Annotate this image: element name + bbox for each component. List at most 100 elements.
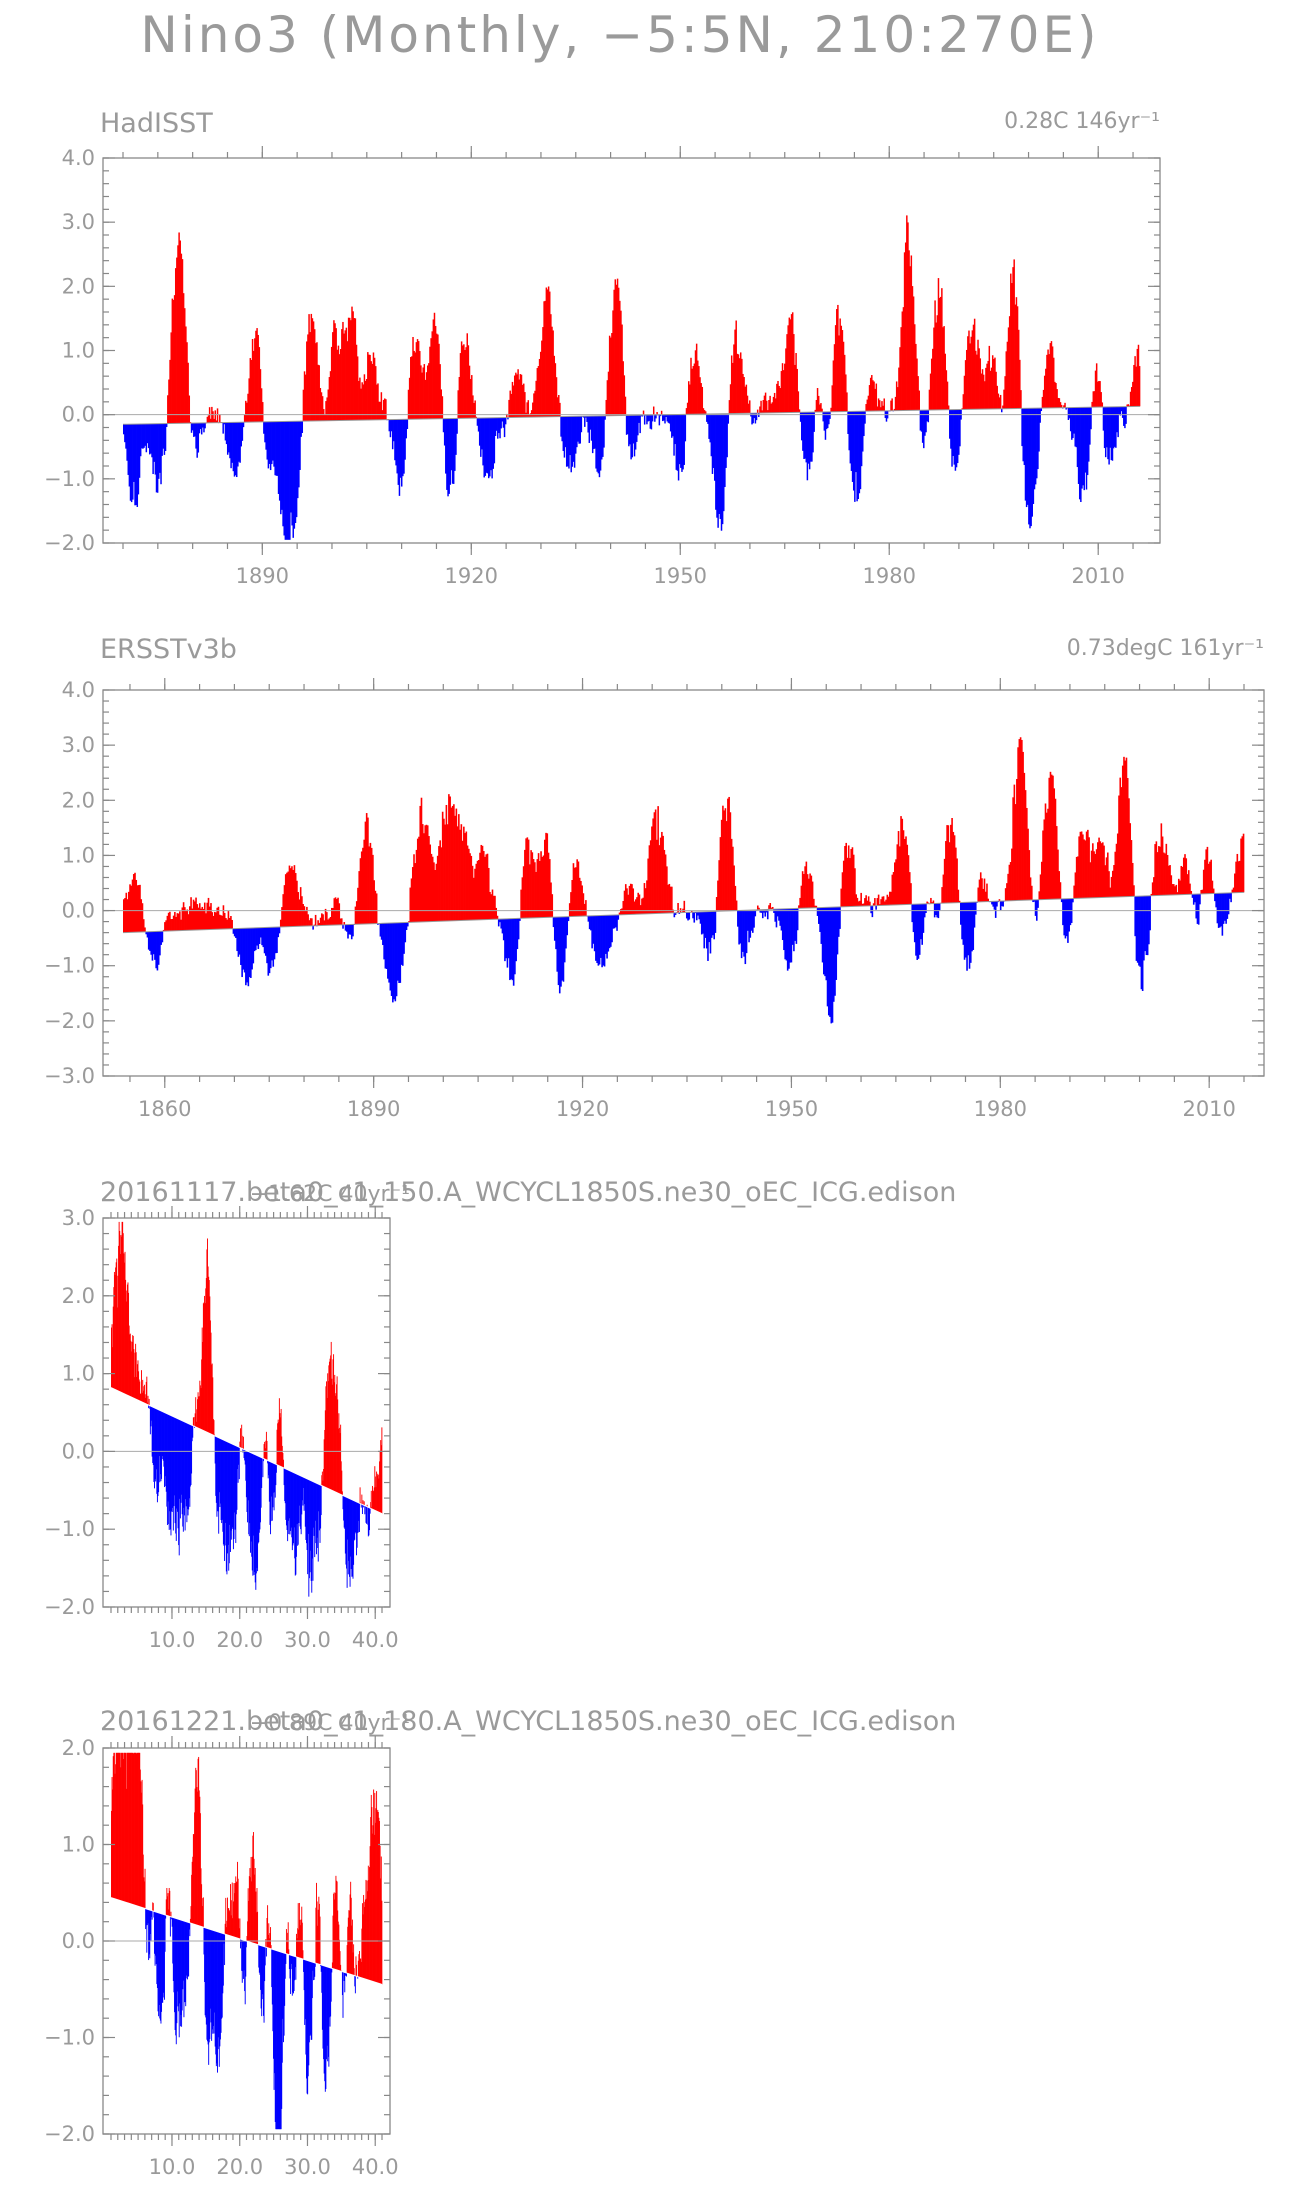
positive-bar [1232, 887, 1235, 893]
negative-bar [405, 922, 408, 930]
negative-bar [1023, 408, 1026, 466]
negative-bar [562, 416, 565, 452]
positive-bar [212, 915, 215, 930]
negative-bar [237, 928, 240, 957]
positive-bar [836, 309, 838, 412]
positive-bar [211, 1363, 213, 1435]
positive-bar [1236, 853, 1239, 893]
positive-bar [1133, 885, 1135, 897]
positive-bar [374, 1792, 376, 1983]
negative-bar [1037, 899, 1039, 908]
negative-bar [354, 1500, 356, 1540]
x-tick-label: 20.0 [216, 2155, 263, 2179]
positive-bar [186, 342, 188, 424]
positive-bar [769, 903, 772, 910]
positive-bar [426, 365, 429, 419]
negative-bar [350, 924, 353, 940]
positive-bar [1097, 842, 1099, 898]
positive-bar [359, 1958, 361, 1978]
positive-bar [135, 1352, 137, 1400]
positive-bar [931, 902, 933, 904]
positive-bar [351, 1919, 353, 1975]
negative-bar [156, 1912, 158, 1988]
positive-bar [410, 357, 412, 420]
negative-bar [228, 1442, 230, 1564]
positive-bar [232, 1901, 234, 1937]
negative-bar [160, 931, 162, 945]
negative-bar [184, 1421, 186, 1531]
positive-bar [118, 1752, 120, 1901]
negative-bar [804, 412, 806, 459]
negative-bar [163, 1914, 165, 1998]
positive-bar [1175, 884, 1178, 895]
positive-bar [361, 1494, 363, 1505]
positive-bar [839, 318, 841, 412]
positive-bar [250, 1877, 251, 1943]
positive-bar [411, 356, 413, 420]
positive-bar [933, 327, 935, 410]
negative-bar [277, 927, 280, 938]
positive-bar [287, 871, 290, 927]
negative-bar [287, 1469, 289, 1542]
positive-bar [174, 912, 176, 931]
positive-bar [114, 1274, 116, 1390]
positive-bar [876, 406, 879, 411]
negative-bar [156, 423, 159, 493]
positive-bar [838, 335, 840, 412]
positive-bar [915, 343, 917, 411]
negative-bar [1230, 892, 1232, 903]
positive-bar [138, 1379, 140, 1401]
negative-bar [219, 1438, 221, 1504]
x-tick-label: 2010 [1182, 1097, 1235, 1121]
positive-bar [509, 390, 511, 418]
positive-bar [134, 1752, 136, 1906]
positive-bar [303, 371, 306, 422]
negative-bar [553, 917, 556, 941]
positive-bar [328, 1365, 330, 1489]
positive-bar [950, 824, 952, 903]
positive-bar [780, 371, 783, 413]
positive-bar [139, 1752, 141, 1907]
positive-bar [122, 1221, 124, 1393]
positive-bar [856, 897, 859, 907]
negative-bar [187, 1423, 189, 1516]
positive-bar [430, 338, 432, 419]
positive-bar [544, 839, 546, 918]
negative-bar [200, 422, 203, 435]
positive-bar [1063, 405, 1065, 408]
positive-bar [237, 1861, 239, 1939]
negative-bar [194, 1426, 196, 1428]
positive-bar [212, 1377, 214, 1435]
negative-bar [284, 1953, 286, 1979]
negative-bar [740, 910, 743, 959]
positive-bar [308, 920, 311, 926]
positive-bar [744, 386, 746, 414]
positive-bar [315, 343, 317, 421]
negative-bar [991, 901, 993, 905]
negative-bar [163, 1412, 165, 1467]
negative-bar [571, 416, 574, 467]
negative-bar [186, 1921, 188, 1979]
negative-bar [236, 1446, 238, 1510]
negative-bar [455, 418, 457, 455]
positive-bar [137, 1360, 139, 1401]
positive-bar [492, 895, 495, 920]
panel-subtitle: −1.62C 40yr⁻¹ [250, 1182, 410, 1207]
positive-bar [526, 402, 528, 418]
positive-bar [268, 1938, 270, 1949]
negative-bar [264, 1946, 266, 1982]
positive-bar [318, 1903, 320, 1965]
negative-bar [396, 419, 398, 474]
negative-bar [363, 1505, 365, 1508]
negative-bar [807, 412, 810, 464]
positive-bar [494, 895, 496, 920]
positive-bar [1170, 875, 1173, 895]
positive-bar [384, 398, 386, 420]
negative-bar [345, 1972, 347, 1976]
positive-bar [1187, 870, 1190, 895]
negative-bar [147, 1909, 149, 1924]
negative-bar [219, 1932, 221, 2040]
positive-bar [198, 1396, 200, 1429]
positive-bar [646, 880, 648, 914]
positive-bar [623, 890, 626, 915]
